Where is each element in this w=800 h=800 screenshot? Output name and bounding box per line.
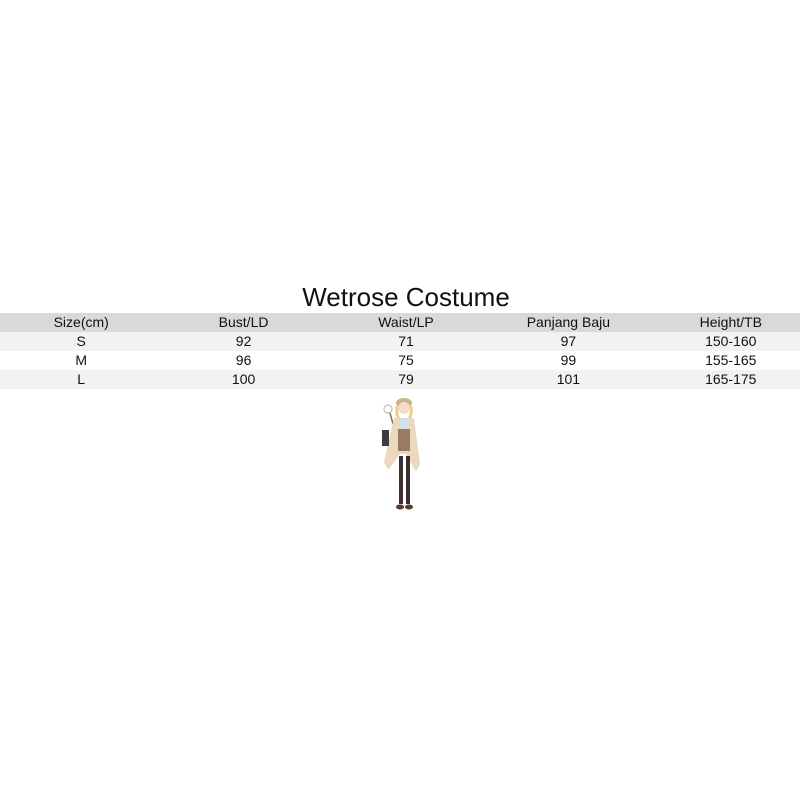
- table-cell: 150-160: [705, 333, 757, 349]
- table-cell: 75: [398, 352, 414, 368]
- table-cell: S: [76, 333, 86, 349]
- table-cell: 165-175: [705, 371, 757, 387]
- column-header: Waist/LP: [378, 314, 434, 330]
- page-title: Wetrose Costume: [302, 282, 510, 312]
- character-illustration: [382, 398, 420, 510]
- size-chart-table: Size(cm) Bust/LD Waist/LP Panjang Baju H…: [0, 313, 800, 389]
- table-row: L 100 79 101 165-175: [0, 370, 800, 389]
- table-cell: 71: [398, 333, 414, 349]
- table-header-row: Size(cm) Bust/LD Waist/LP Panjang Baju H…: [0, 313, 800, 332]
- table-cell: 99: [560, 352, 577, 368]
- table-row: M 96 75 99 155-165: [0, 351, 800, 370]
- table-cell: 101: [556, 371, 581, 387]
- table-cell: 97: [560, 333, 577, 349]
- column-header: Bust/LD: [218, 314, 269, 330]
- column-header: Panjang Baju: [526, 314, 611, 330]
- table-cell: 96: [235, 352, 252, 368]
- column-header: Height/TB: [699, 314, 762, 330]
- table-cell: 100: [231, 371, 256, 387]
- table-cell: 79: [398, 371, 414, 387]
- table-cell: 92: [235, 333, 252, 349]
- table-cell: M: [75, 352, 88, 368]
- table-cell: L: [77, 371, 86, 387]
- table-cell: 155-165: [705, 352, 757, 368]
- table-row: S 92 71 97 150-160: [0, 332, 800, 351]
- column-header: Size(cm): [53, 314, 109, 330]
